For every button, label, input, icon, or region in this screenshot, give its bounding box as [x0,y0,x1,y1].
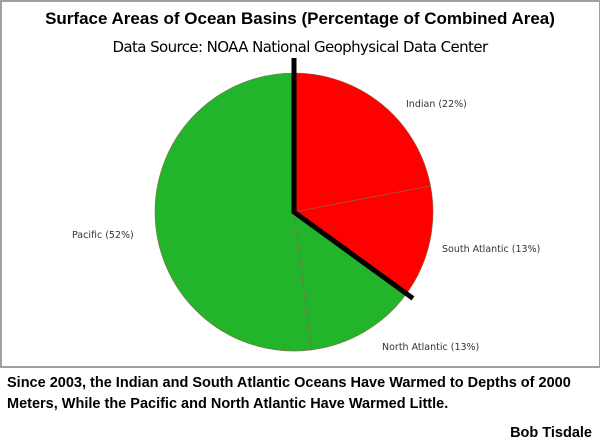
slice-pacific [154,72,312,352]
label-pacific: Pacific (52%) [72,230,134,241]
slice-indian [293,72,431,213]
divider-line [291,58,415,301]
caption: Since 2003, the Indian and South Atlanti… [7,375,571,412]
slice-south-atlantic [293,185,434,295]
label-south-atlantic: South Atlantic (13%) [442,244,540,255]
author: Bob Tisdale [510,425,592,441]
label-indian: Indian (22%) [406,99,467,110]
label-north-atlantic: North Atlantic (13%) [382,342,479,353]
chart-title: Surface Areas of Ocean Basins (Percentag… [45,9,555,28]
slice-north-atlantic [293,211,407,351]
chart-subtitle: Data Source: NOAA National Geophysical D… [112,38,488,56]
